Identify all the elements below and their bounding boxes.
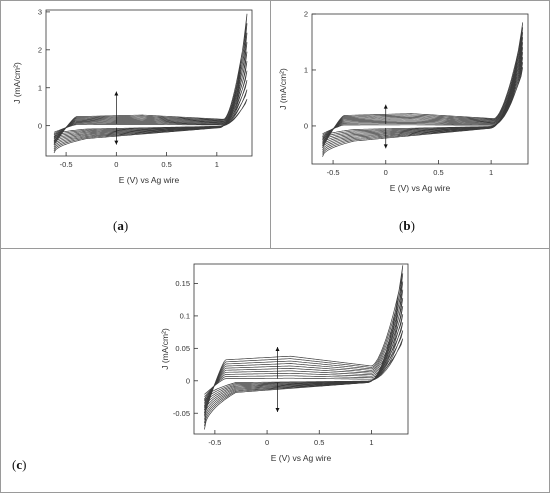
cv-cycle-4 (53, 70, 248, 142)
y-tick-label: 2 (38, 45, 42, 54)
arrow-down-head (114, 140, 119, 145)
cv-cycle-10 (204, 265, 404, 430)
plot-frame (45, 9, 253, 157)
cv-cycle-7 (53, 42, 248, 148)
x-axis-label: E (V) vs Ag wire (271, 453, 332, 463)
arrow-up-head (114, 91, 119, 96)
x-tick-label: 1 (369, 438, 373, 447)
y-tick-label: 3 (38, 7, 42, 16)
cv-cycle-10 (322, 22, 524, 157)
cv-cycle-2 (204, 330, 404, 404)
y-tick-label: -0.05 (173, 409, 190, 418)
cv-cycle-6 (322, 42, 524, 149)
arrow-down-head (275, 407, 280, 412)
cv-cycle-8 (204, 281, 404, 424)
cv-cycle-9 (322, 27, 524, 155)
cv-cycle-6 (204, 297, 404, 417)
cv-cycle-8 (322, 32, 524, 153)
y-axis-label: J (mA/cm²) (12, 62, 22, 104)
chart-b: -0.5 0 0.5 1 0 1 2 E (V) vs Ag wire J (mA/cm²) (278, 10, 529, 193)
panel-b-label: (b) (399, 218, 415, 233)
x-tick-label: 0 (114, 160, 118, 169)
chart-c: -0.5 0 0.5 1 -0.05 0 0.05 0.1 0.15 E (V) vs Ag wi… (160, 263, 409, 463)
y-tick-label: 0.1 (180, 312, 190, 321)
cv-cycle-1 (53, 98, 248, 136)
cv-cycle-6 (53, 51, 248, 146)
cv-cycle-7 (204, 289, 404, 420)
x-tick-label: 0.5 (314, 438, 324, 447)
x-tick-label: 0 (265, 438, 269, 447)
chart-a: -0.5 0 0.5 1 0 1 2 3 E (V) vs Ag wire J (mA/cm²) (12, 7, 253, 185)
x-tick-label: 1 (215, 160, 219, 169)
y-tick-label: 2 (304, 10, 308, 19)
y-tick-label: 0 (38, 121, 42, 130)
cv-cycle-3 (53, 80, 248, 140)
y-tick-label: 0.05 (175, 344, 190, 353)
cv-cycle-9 (53, 23, 248, 152)
y-tick-label: 0.15 (175, 279, 190, 288)
y-axis-label: J (mA/cm²) (160, 328, 170, 370)
x-tick-label: -0.5 (60, 160, 73, 169)
x-axis-label: E (V) vs Ag wire (119, 175, 180, 185)
cv-cycle-1 (322, 67, 524, 138)
cv-cycle-5 (204, 305, 404, 414)
cv-cycle-4 (322, 52, 524, 144)
cv-cycle-8 (53, 32, 248, 150)
cv-cycle-3 (322, 57, 524, 142)
panel-c-label: (c) (12, 457, 27, 472)
x-tick-label: 0 (384, 168, 388, 177)
x-tick-label: 0.5 (433, 168, 443, 177)
cv-cycle-2 (322, 62, 524, 140)
arrow-up-head (383, 104, 388, 109)
plot-frame (311, 13, 529, 165)
cv-cycle-1 (204, 338, 404, 401)
cv-cycle-3 (204, 322, 404, 407)
arrow-down-head (383, 144, 388, 149)
y-tick-label: 0 (186, 376, 190, 385)
cv-cycle-5 (53, 61, 248, 144)
cv-cycle-4 (204, 314, 404, 411)
x-tick-label: -0.5 (208, 438, 221, 447)
cv-cycle-2 (53, 89, 248, 138)
cv-cycle-7 (322, 37, 524, 151)
y-axis-label: J (mA/cm²) (278, 68, 288, 110)
cv-cycle-10 (53, 13, 248, 154)
y-tick-label: 1 (304, 66, 308, 75)
x-tick-label: -0.5 (327, 168, 340, 177)
panel-a-label: (a) (113, 218, 129, 233)
x-tick-label: 1 (489, 168, 493, 177)
cv-cycle-5 (322, 47, 524, 146)
x-axis-label: E (V) vs Ag wire (390, 183, 451, 193)
x-tick-label: 0.5 (161, 160, 171, 169)
plot-frame (193, 263, 409, 435)
y-tick-label: 1 (38, 83, 42, 92)
y-tick-label: 0 (304, 122, 308, 131)
cv-cycle-9 (204, 273, 404, 427)
arrow-up-head (275, 347, 280, 352)
